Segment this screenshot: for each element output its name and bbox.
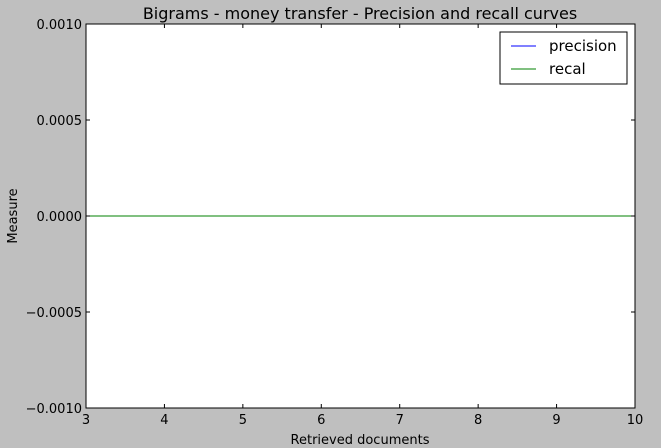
y-tick-label: 0.0010 [37,18,83,33]
y-tick-label: 0.0005 [37,114,83,129]
x-tick-label: 5 [239,413,247,428]
x-tick-label: 4 [160,413,168,428]
plot-frame [85,23,636,409]
y-axis-label: Measure [6,188,21,243]
y-tick-label: 0.0000 [37,210,83,225]
legend-box [499,31,628,85]
x-tick-label: 9 [552,413,560,428]
legend: precision recal [499,31,628,85]
y-tick-label: −0.0010 [26,402,82,417]
chart-title: Bigrams - money transfer - Precision and… [143,4,577,23]
tick-layer: 3 4 5 6 7 8 9 10 −0.0010 −0.0005 0.0000 0.0005 0.001… [26,18,644,428]
x-tick-label: 6 [317,413,325,428]
x-tick-label: 3 [82,413,90,428]
x-tick-label: 10 [627,413,644,428]
x-tick-label: 7 [396,413,404,428]
legend-precision-label: precision [549,37,617,55]
x-axis-label: Retrieved documents [291,433,430,448]
y-tick-label: −0.0005 [26,306,82,321]
x-tick-label: 8 [474,413,482,428]
legend-recal-label: recal [549,60,586,78]
